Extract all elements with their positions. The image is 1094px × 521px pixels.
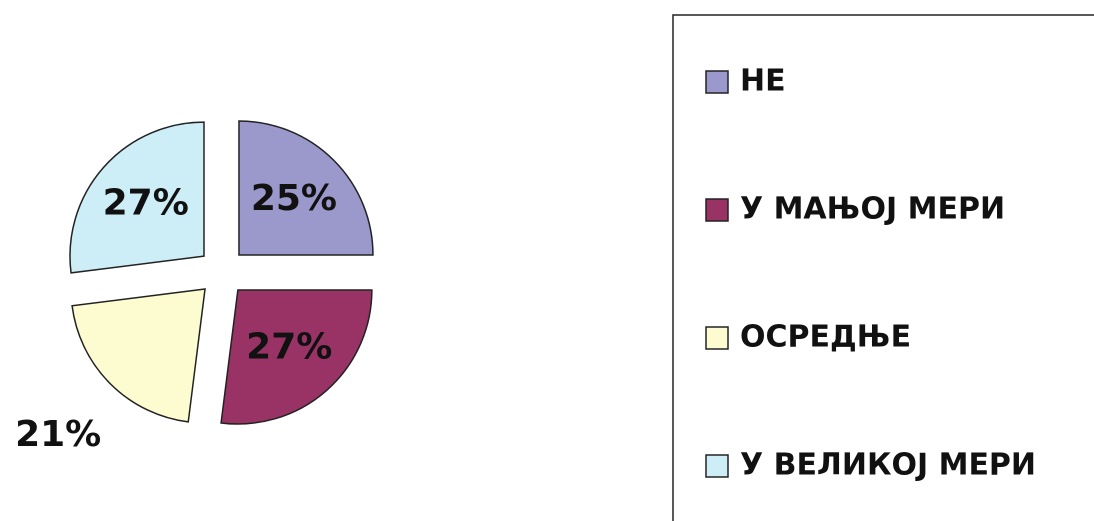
pie-slice bbox=[238, 120, 374, 256]
data-label: 21% bbox=[15, 414, 101, 455]
legend-label: ОСРЕДЊЕ bbox=[740, 320, 911, 355]
pie-slice bbox=[71, 288, 206, 423]
legend-swatch bbox=[705, 198, 729, 222]
legend-label: У МАЊОЈ МЕРИ bbox=[740, 192, 1005, 227]
legend-swatch bbox=[705, 70, 729, 94]
pie-slice bbox=[69, 121, 205, 274]
data-label: 25% bbox=[251, 178, 337, 219]
legend-label: НЕ bbox=[740, 64, 786, 99]
legend-swatch bbox=[705, 454, 729, 478]
legend-swatch bbox=[705, 326, 729, 350]
legend-label: У ВЕЛИКОЈ МЕРИ bbox=[740, 448, 1036, 483]
data-label: 27% bbox=[246, 326, 332, 367]
data-label: 27% bbox=[103, 183, 189, 224]
pie-slice bbox=[220, 289, 373, 425]
legend-frame bbox=[672, 14, 1094, 521]
